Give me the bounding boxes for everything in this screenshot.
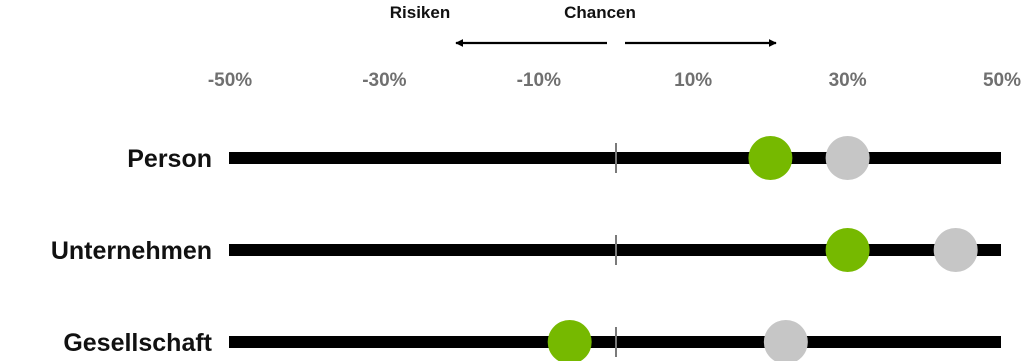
gray-marker (825, 136, 870, 180)
row-label: Gesellschaft (63, 329, 212, 357)
green-marker (748, 136, 793, 180)
x-tick-label: 30% (829, 70, 867, 91)
row-unternehmen: Unternehmen (51, 228, 1001, 272)
x-tick-label: 10% (674, 70, 712, 91)
x-tick-label: 50% (983, 70, 1021, 91)
row-person: Person (127, 136, 1001, 180)
risiken-label: Risiken (390, 3, 450, 22)
row-label: Unternehmen (51, 237, 212, 265)
x-tick-label: -10% (517, 70, 561, 91)
row-gesellschaft: Gesellschaft (63, 320, 1001, 361)
x-axis-tick-labels: -50% -30% -10% 10% 30% 50% (208, 70, 1021, 91)
chancen-label: Chancen (564, 3, 636, 22)
row-label: Person (127, 145, 212, 173)
green-marker (547, 320, 592, 361)
green-marker (825, 228, 870, 272)
x-tick-label: -50% (208, 70, 252, 91)
chart-rows: Person Unternehmen Gesellschaft (51, 136, 1001, 361)
x-tick-label: -30% (362, 70, 406, 91)
gray-marker (763, 320, 808, 361)
gray-marker (933, 228, 978, 272)
